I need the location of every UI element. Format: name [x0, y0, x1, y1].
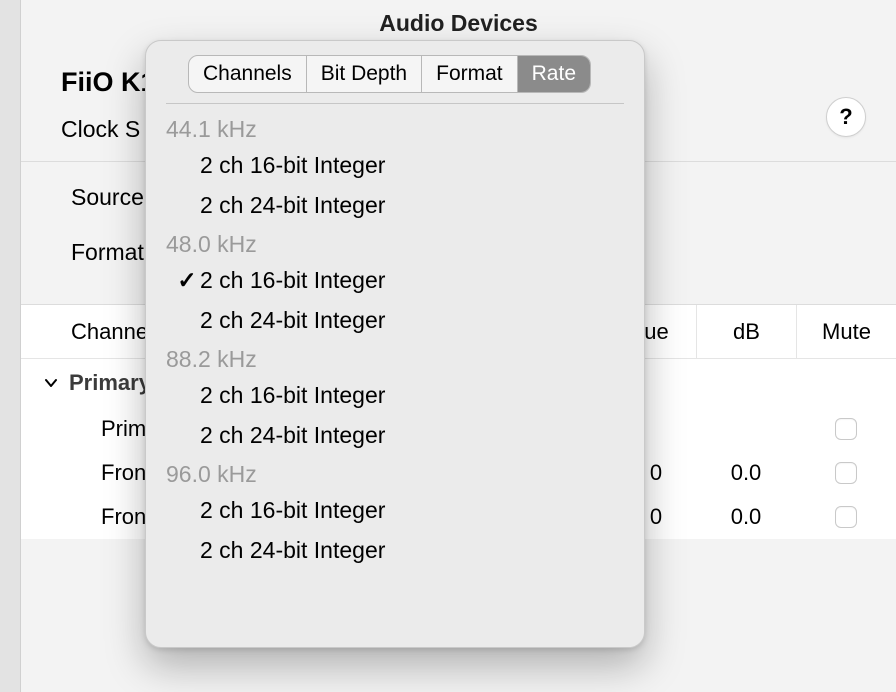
- rate-option-label: 2 ch 16-bit Integer: [200, 152, 385, 179]
- rate-option[interactable]: 2 ch 16-bit Integer: [166, 375, 624, 415]
- rate-option[interactable]: 2 ch 24-bit Integer: [166, 415, 624, 455]
- app-gutter: [0, 0, 20, 692]
- rate-popover: ChannelsBit DepthFormatRate 44.1 kHz 2 ch…: [145, 40, 645, 648]
- chevron-down-icon: [41, 373, 61, 393]
- rate-group-header: 48.0 kHz: [166, 225, 624, 260]
- channel-db: 0.0: [696, 460, 796, 486]
- rate-group-header: 88.2 kHz: [166, 340, 624, 375]
- seg-tab-channels[interactable]: Channels: [189, 56, 307, 92]
- rate-option-label: 2 ch 24-bit Integer: [200, 422, 385, 449]
- seg-tab-format[interactable]: Format: [422, 56, 518, 92]
- rate-option-label: 2 ch 16-bit Integer: [200, 497, 385, 524]
- rate-option[interactable]: 2 ch 16-bit Integer: [166, 145, 624, 185]
- seg-tab-rate[interactable]: Rate: [518, 56, 590, 92]
- rate-option-label: 2 ch 24-bit Integer: [200, 537, 385, 564]
- checkmark-icon: ✓: [176, 267, 198, 294]
- rate-option[interactable]: 2 ch 24-bit Integer: [166, 185, 624, 225]
- rate-option-label: 2 ch 16-bit Integer: [200, 267, 385, 294]
- rate-group-header: 44.1 kHz: [166, 110, 624, 145]
- seg-tab-bit-depth[interactable]: Bit Depth: [307, 56, 422, 92]
- section-label: Primary: [69, 370, 151, 396]
- mute-checkbox[interactable]: [835, 462, 857, 484]
- rate-option[interactable]: ✓2 ch 16-bit Integer: [166, 260, 624, 300]
- popover-segmented-control[interactable]: ChannelsBit DepthFormatRate: [188, 55, 591, 93]
- col-mute[interactable]: Mute: [796, 305, 896, 358]
- rate-option[interactable]: 2 ch 24-bit Integer: [166, 530, 624, 570]
- help-button[interactable]: ?: [826, 97, 866, 137]
- popover-separator: [166, 103, 624, 104]
- rate-option-label: 2 ch 24-bit Integer: [200, 307, 385, 334]
- rate-option[interactable]: 2 ch 16-bit Integer: [166, 490, 624, 530]
- channel-db: 0.0: [696, 504, 796, 530]
- rate-group-header: 96.0 kHz: [166, 455, 624, 490]
- col-db[interactable]: dB: [696, 305, 796, 358]
- mute-checkbox[interactable]: [835, 418, 857, 440]
- mute-checkbox[interactable]: [835, 506, 857, 528]
- help-icon: ?: [839, 104, 852, 130]
- rate-option-label: 2 ch 24-bit Integer: [200, 192, 385, 219]
- rate-option-label: 2 ch 16-bit Integer: [200, 382, 385, 409]
- rate-option[interactable]: 2 ch 24-bit Integer: [166, 300, 624, 340]
